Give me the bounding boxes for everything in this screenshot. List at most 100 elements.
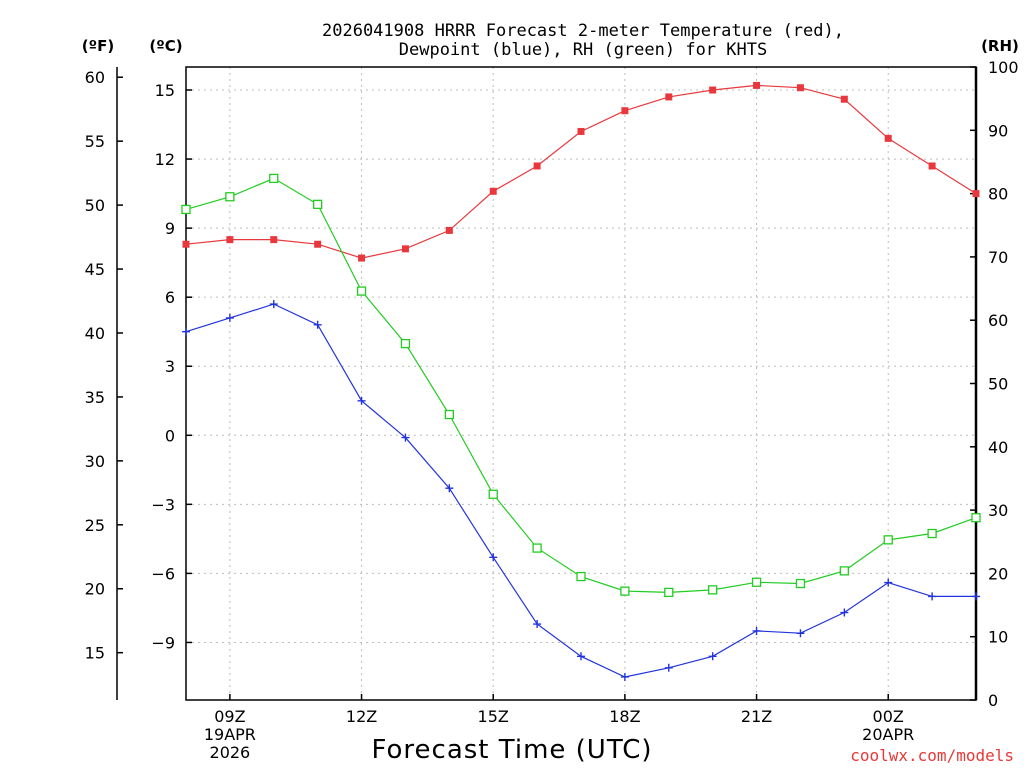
celsius-tick-label: −6: [151, 564, 175, 583]
rh-tick-label: 10: [988, 628, 1008, 647]
x-tick-label: 18Z: [609, 707, 640, 726]
rh-point: [751, 577, 762, 587]
2-meter-temperature-point: [753, 81, 761, 89]
chart-title-line-1: 2026041908 HRRR Forecast 2-meter Tempera…: [322, 21, 844, 41]
celsius-tick-label: 12: [155, 150, 175, 169]
fahrenheit-tick-label: 25: [85, 516, 105, 535]
rh-point: [927, 528, 937, 539]
2-meter-temperature-point: [796, 84, 804, 92]
dewpoint-point: [972, 592, 980, 601]
dewpoint-point: [313, 320, 322, 329]
rh-point: [839, 566, 849, 576]
dewpoint-point: [533, 620, 542, 629]
2-meter-temperature-point: [401, 245, 409, 253]
dewpoint-point: [401, 433, 410, 442]
grid-lines: [186, 67, 976, 700]
dewpoint-point: [182, 327, 190, 336]
rh-axis-unit: (RH): [981, 37, 1019, 55]
2-meter-temperature-point: [226, 236, 234, 244]
celsius-tick-label: 9: [165, 219, 175, 238]
dewpoint-point: [664, 663, 673, 672]
rh-tick-label: 0: [988, 691, 998, 710]
plot-frame: [185, 66, 977, 701]
2-meter-temperature-point: [577, 127, 585, 135]
rh-point: [664, 587, 674, 598]
fahrenheit-tick-label: 35: [85, 388, 105, 407]
2-meter-temperature-point: [314, 240, 322, 248]
rh-point: [971, 513, 981, 523]
x-tick-label: 21Z: [741, 707, 772, 726]
2-meter-temperature-point: [358, 254, 366, 262]
2-meter-temperature-point: [182, 240, 190, 248]
rh-tick-label: 30: [988, 501, 1008, 520]
rh-point: [356, 286, 367, 296]
rh-tick-label: 80: [988, 185, 1008, 204]
2-meter-temperature-point: [621, 107, 629, 115]
credit-text: coolwx.com/models: [850, 746, 1014, 765]
celsius-tick-label: 0: [165, 426, 175, 445]
fahrenheit-tick-label: 55: [85, 132, 105, 151]
dewpoint-point: [489, 553, 498, 562]
2-meter-temperature-point: [840, 95, 848, 103]
celsius-tick-label: 6: [165, 288, 175, 307]
rh-tick-label: 20: [988, 564, 1008, 583]
fahrenheit-axis-unit: (ºF): [82, 37, 114, 55]
rh-point: [708, 585, 718, 595]
rh-point: [795, 578, 806, 589]
rh-point: [883, 535, 893, 545]
2-meter-temperature-point: [884, 134, 892, 142]
celsius-tick-label: 15: [155, 81, 175, 100]
rh-tick-label: 70: [988, 248, 1008, 267]
x-tick-label: 15Z: [478, 707, 509, 726]
dewpoint-point: [928, 592, 937, 601]
dewpoint-point: [577, 652, 585, 661]
dewpoint-point: [884, 578, 893, 587]
2-meter-temperature-point: [665, 93, 673, 101]
x-tick-label: 00Z: [873, 707, 904, 726]
dewpoint-point: [445, 484, 454, 493]
rh-point: [400, 338, 411, 349]
fahrenheit-tick-label: 20: [85, 580, 105, 599]
x-axis-title: Forecast Time (UTC): [371, 735, 652, 765]
chart-title-line-2: Dewpoint (blue), RH (green) for KHTS: [399, 40, 767, 60]
celsius-tick-label: 3: [165, 357, 175, 376]
2-meter-temperature-point: [489, 187, 497, 195]
rh-tick-label: 40: [988, 438, 1008, 457]
fahrenheit-tick-label: 60: [85, 68, 105, 87]
dewpoint-series-line: [185, 303, 976, 678]
x-tick-label: 19APR: [204, 725, 256, 744]
rh-point: [576, 571, 586, 582]
fahrenheit-tick-label: 45: [85, 260, 105, 279]
fahrenheit-tick-label: 50: [85, 196, 105, 215]
dewpoint-point: [357, 396, 366, 405]
rh-point: [181, 204, 191, 215]
celsius-axis-unit: (ºC): [149, 37, 182, 55]
x-tick-label: 09Z: [214, 707, 245, 726]
dewpoint-point: [269, 300, 278, 309]
rh-point: [532, 543, 542, 553]
rh-tick-label: 60: [988, 311, 1008, 330]
x-tick-label: 20APR: [862, 725, 914, 744]
dewpoint-point: [225, 313, 234, 322]
rh-tick-label: 100: [988, 58, 1019, 77]
dewpoint-point: [840, 608, 849, 617]
x-tick-label: 12Z: [346, 707, 377, 726]
rh-tick-label: 50: [988, 375, 1008, 394]
2-meter-temperature-point: [533, 162, 541, 170]
data-series: [181, 81, 981, 681]
rh-tick-label: 90: [988, 121, 1008, 140]
dewpoint-point: [796, 629, 805, 638]
fahrenheit-tick-label: 15: [85, 644, 105, 663]
2-meter-temperature-series-line: [185, 84, 977, 259]
celsius-tick-label: −9: [151, 633, 175, 652]
fahrenheit-tick-label: 40: [85, 324, 105, 343]
rh-point: [313, 199, 323, 210]
rh-point: [488, 489, 498, 499]
dewpoint-point: [708, 652, 717, 661]
2-meter-temperature-point: [928, 162, 936, 170]
rh-point: [444, 409, 454, 420]
rh-point: [269, 173, 279, 184]
2-meter-temperature-point: [270, 236, 278, 244]
dewpoint-point: [752, 626, 761, 635]
